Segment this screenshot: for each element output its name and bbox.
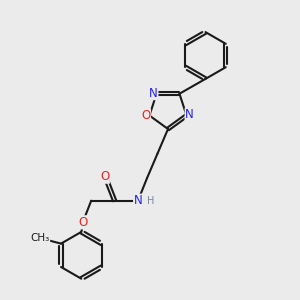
Text: O: O [141,109,151,122]
Text: CH₃: CH₃ [30,232,50,243]
Text: N: N [149,87,158,100]
Text: H: H [147,196,154,206]
Text: O: O [100,170,109,183]
Text: O: O [78,216,87,229]
Text: N: N [185,108,194,122]
Text: N: N [134,194,142,207]
